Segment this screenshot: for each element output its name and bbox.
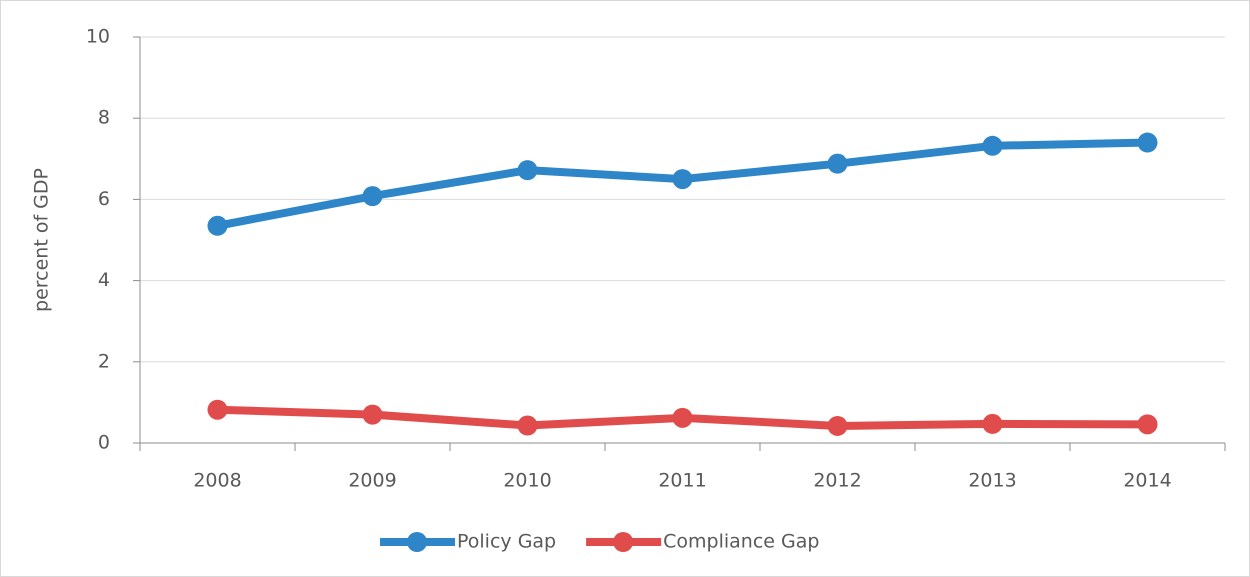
data-point [517,415,538,436]
legend-label: Compliance Gap [663,531,819,553]
y-tick-label: 0 [98,432,110,454]
x-tick-label: 2010 [503,470,551,492]
legend-label: Policy Gap [457,531,556,553]
data-point [982,135,1003,156]
y-tick-label: 10 [86,26,110,48]
x-tick-label: 2012 [813,470,861,492]
data-point [672,407,693,428]
data-point [827,153,848,174]
data-point [1137,132,1158,153]
data-point [362,186,383,207]
x-tick-label: 2009 [348,470,396,492]
legend-marker [407,532,427,552]
y-axis-label: percent of GDP [31,168,53,312]
x-tick-label: 2011 [658,470,706,492]
y-tick-label: 6 [98,188,110,210]
data-point [982,413,1003,434]
data-point [207,215,228,236]
data-point [517,160,538,181]
x-tick-label: 2013 [968,470,1016,492]
data-point [1137,414,1158,435]
data-point [362,404,383,425]
x-tick-label: 2014 [1123,470,1171,492]
data-point [827,415,848,436]
y-tick-label: 2 [98,350,110,372]
x-tick-label: 2008 [193,470,241,492]
y-tick-label: 8 [98,107,110,129]
data-point [207,399,228,420]
y-tick-label: 4 [98,269,110,291]
data-point [672,169,693,190]
legend-marker [613,532,634,552]
